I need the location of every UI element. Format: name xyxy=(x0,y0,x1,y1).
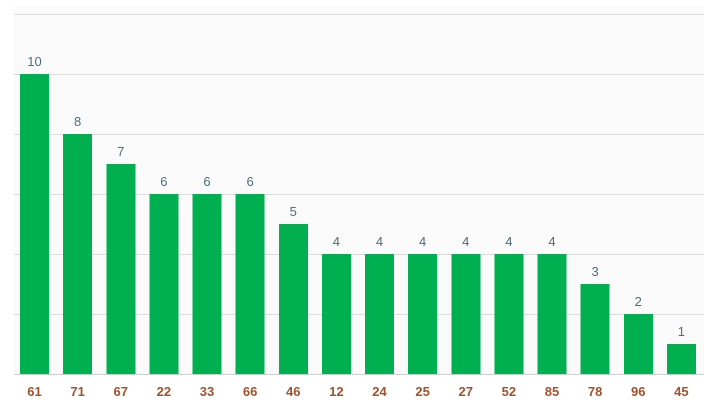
data-label-85: 4 xyxy=(548,234,555,249)
x-tick-label-12: 12 xyxy=(329,384,343,399)
data-labels: 10 8 7 6 6 6 5 4 4 4 4 4 4 3 2 1 xyxy=(27,54,685,339)
data-label-78: 3 xyxy=(592,264,599,279)
data-label-33: 6 xyxy=(203,174,210,189)
data-label-67: 7 xyxy=(117,144,124,159)
bar-85 xyxy=(537,254,567,374)
bar-52 xyxy=(494,254,524,374)
x-tick-label-46: 46 xyxy=(286,384,300,399)
x-tick-label-78: 78 xyxy=(588,384,602,399)
x-tick-label-66: 66 xyxy=(243,384,257,399)
bar-61 xyxy=(20,74,49,374)
x-tick-label-25: 25 xyxy=(415,384,429,399)
x-tick-label-33: 33 xyxy=(200,384,214,399)
bar-71 xyxy=(63,134,93,374)
data-label-22: 6 xyxy=(160,174,167,189)
data-label-96: 2 xyxy=(635,294,642,309)
bar-96 xyxy=(623,314,653,374)
data-label-46: 5 xyxy=(290,204,297,219)
x-tick-label-85: 85 xyxy=(545,384,559,399)
bar-78 xyxy=(580,284,610,374)
x-axis-ticks: 61 71 67 22 33 66 46 12 24 25 27 52 85 78 96 45 xyxy=(27,384,688,399)
data-label-24: 4 xyxy=(376,234,383,249)
data-label-45: 1 xyxy=(678,324,685,339)
x-tick-label-27: 27 xyxy=(459,384,473,399)
x-tick-label-45: 45 xyxy=(674,384,688,399)
x-tick-label-22: 22 xyxy=(157,384,171,399)
x-tick-label-24: 24 xyxy=(372,384,387,399)
bar-66 xyxy=(235,194,265,374)
data-label-71: 8 xyxy=(74,114,81,129)
data-label-12: 4 xyxy=(333,234,340,249)
x-tick-label-67: 67 xyxy=(114,384,128,399)
x-tick-label-96: 96 xyxy=(631,384,645,399)
x-tick-label-52: 52 xyxy=(502,384,516,399)
data-label-66: 6 xyxy=(247,174,254,189)
bars xyxy=(20,74,696,374)
bar-22 xyxy=(149,194,179,374)
x-tick-label-71: 71 xyxy=(70,384,84,399)
bar-27 xyxy=(451,254,481,374)
bar-33 xyxy=(192,194,222,374)
bar-67 xyxy=(106,164,136,374)
bar-45 xyxy=(666,344,696,374)
bar-46 xyxy=(278,224,308,374)
data-label-27: 4 xyxy=(462,234,469,249)
bar-25 xyxy=(408,254,438,374)
x-tick-label-61: 61 xyxy=(27,384,41,399)
data-label-61: 10 xyxy=(27,54,41,69)
data-label-25: 4 xyxy=(419,234,426,249)
data-label-52: 4 xyxy=(505,234,512,249)
bar-12 xyxy=(321,254,351,374)
bar-24 xyxy=(365,254,394,374)
